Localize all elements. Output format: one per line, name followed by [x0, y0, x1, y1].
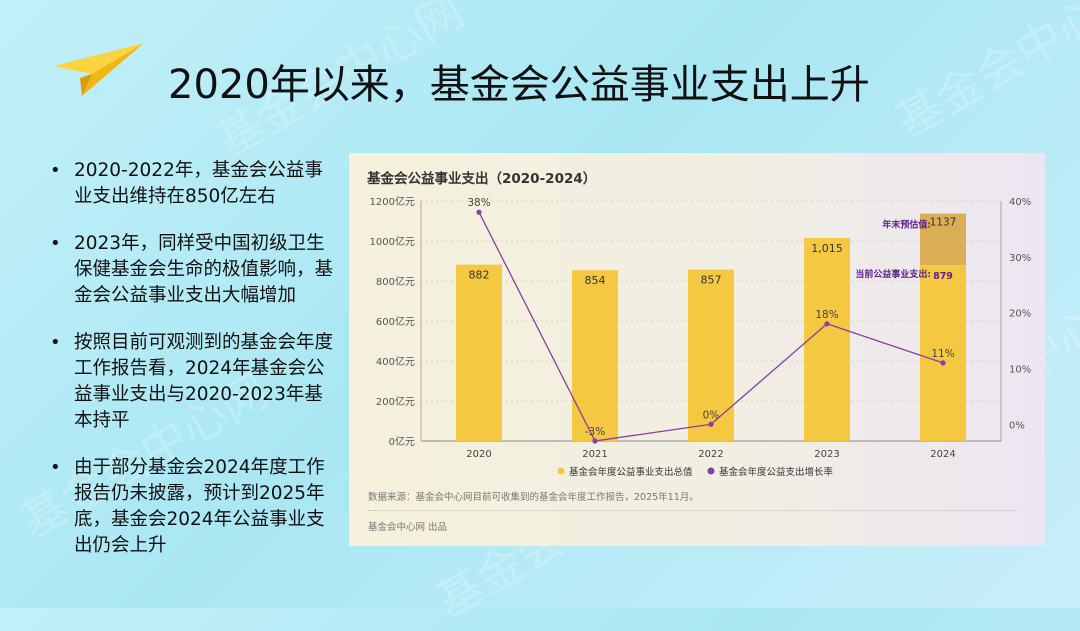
x-tick-label: 2023 [814, 449, 839, 460]
growth-value-label: 0% [703, 409, 720, 421]
y-left-tick-label: 1200亿元 [370, 195, 415, 208]
chart-panel: 基金会公益事业支出（2020-2024） 0亿元 200亿元 400亿元 600亿元 8… [349, 153, 1045, 546]
y-right-tick-label: 30% [1009, 253, 1031, 264]
y-right-tick-label: 10% [1009, 364, 1031, 375]
slide-title: 2020年以来，基金会公益事业支出上升 [168, 62, 870, 108]
bar-value-label: 854 [585, 274, 606, 287]
bar [456, 264, 502, 441]
growth-value-label: -3% [585, 426, 605, 438]
bar-value-label: 1,015 [811, 242, 843, 255]
bar-value-label: 857 [701, 274, 722, 287]
bar [688, 269, 734, 441]
legend-bar-label: 基金会年度公益事业支出总值 [569, 466, 693, 478]
bar [572, 270, 618, 441]
growth-value-label: 38% [467, 197, 490, 209]
current-note-label: 当前公益事业支出: [855, 268, 931, 280]
growth-point [708, 421, 714, 427]
x-tick-label: 2022 [698, 449, 723, 460]
growth-point [476, 209, 482, 215]
y-left-tick-label: 400亿元 [376, 355, 415, 368]
bullet-item: 按照目前可观测到的基金会年度工作报告看，2024年基金会公益事业支出与2020-… [46, 330, 336, 434]
chart-credit: 基金会中心网 出品 [368, 522, 448, 533]
legend-line-marker [707, 467, 715, 475]
growth-value-label: 11% [931, 348, 954, 360]
estimate-value-label: 1137 [930, 217, 957, 229]
x-tick-label: 2021 [582, 449, 607, 460]
bullet-item: 2023年，同样受中国初级卫生保健基金会生命的极值影响，基金会公益事业支出大幅增… [46, 231, 336, 309]
growth-value-label: 18% [815, 309, 838, 321]
y-left-tick-label: 1000亿元 [370, 235, 415, 248]
chart-title: 基金会公益事业支出（2020-2024） [367, 171, 597, 187]
y-right-tick-label: 0% [1009, 420, 1025, 431]
y-left-tick-label: 800亿元 [376, 275, 415, 288]
bullet-item: 由于部分基金会2024年度工作报告仍未披露，预计到2025年底，基金会2024年… [46, 455, 336, 559]
x-tick-label: 2024 [930, 449, 955, 460]
estimate-note-label: 年末预估值: [882, 219, 931, 231]
y-right-tick-label: 20% [1009, 309, 1031, 320]
y-left-tick-label: 0亿元 [389, 435, 415, 448]
legend-bar-marker [557, 467, 565, 475]
paper-plane-icon [54, 43, 144, 96]
bar [920, 265, 966, 441]
legend-line-label: 基金会年度公益支出增长率 [719, 466, 834, 478]
estimate-bar [920, 213, 966, 266]
growth-point [592, 438, 598, 444]
y-left-tick-label: 600亿元 [376, 315, 415, 328]
growth-point [824, 321, 830, 327]
divider [368, 510, 1018, 511]
bar-value-label: 882 [469, 269, 490, 282]
bar-value-label: 879 [933, 271, 953, 282]
bar [804, 238, 850, 441]
growth-point [940, 360, 946, 366]
y-left-tick-label: 200亿元 [376, 395, 415, 408]
chart-source: 数据来源：基金会中心网目前可收集到的基金会年度工作报告，2025年11月。 [368, 492, 699, 503]
y-right-tick-label: 40% [1009, 197, 1031, 208]
watermark: 基金会中心网 [886, 0, 1080, 148]
bullet-list: 2020-2022年，基金会公益事业支出维持在850亿左右 2023年，同样受中… [46, 158, 336, 580]
bullet-item: 2020-2022年，基金会公益事业支出维持在850亿左右 [46, 158, 336, 210]
x-tick-label: 2020 [466, 449, 491, 460]
chart-svg: 0亿元 200亿元 400亿元 600亿元 800亿元 1000亿元 1200亿元 0% 10%… [370, 195, 1032, 478]
